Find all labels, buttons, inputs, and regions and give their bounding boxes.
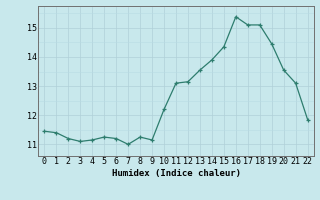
X-axis label: Humidex (Indice chaleur): Humidex (Indice chaleur) xyxy=(111,169,241,178)
